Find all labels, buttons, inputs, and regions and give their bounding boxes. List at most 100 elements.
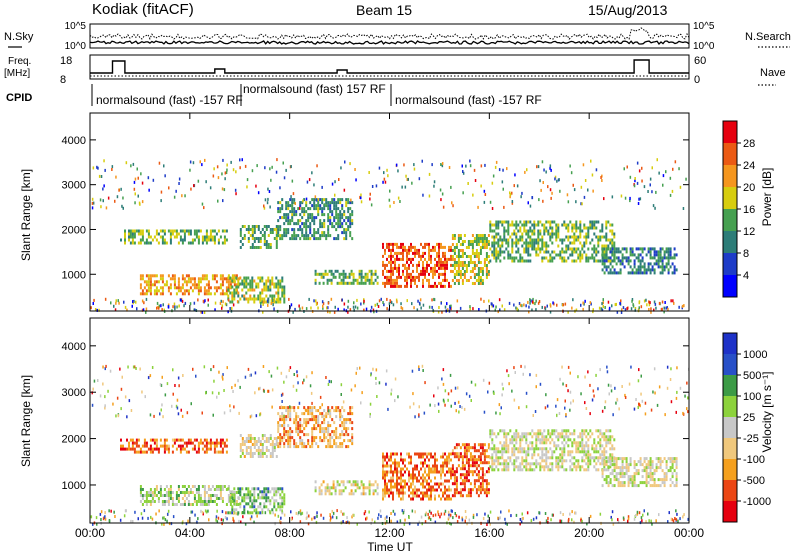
power-colorbar-swatch-3 <box>723 231 737 253</box>
noise-sky-trace <box>89 40 690 46</box>
velocity-region-9 <box>489 429 616 472</box>
freq-tick-top: 18 <box>60 55 72 67</box>
velocity-ytick-4: 4000 <box>62 341 86 353</box>
cpid-segment-2: normalsound (fast) 157 RF <box>243 82 386 96</box>
power-ytick-1: 1000 <box>62 269 86 281</box>
velocity-colorbar-swatch-5 <box>723 417 737 438</box>
velocity-colorbar-tick-1: 1000 <box>743 349 767 361</box>
noise-left-tick-bottom: 10^0 <box>65 41 87 52</box>
power-ytick-2: 2000 <box>62 224 86 236</box>
nave-label: Nave <box>760 67 786 79</box>
freq-label-2: [MHz] <box>4 68 30 79</box>
power-colorbar-swatch-1 <box>723 275 737 297</box>
velocity-colorbar-label: Velocity [m s⁻¹] <box>760 371 774 452</box>
velocity-ytick-2: 2000 <box>62 434 86 446</box>
velocity-ytick-3: 3000 <box>62 387 86 399</box>
noise-left-tick-top: 10^5 <box>65 21 87 32</box>
x-tick-3: 08:00 <box>275 526 305 540</box>
power-colorbar-label: Power [dB] <box>760 168 774 227</box>
velocity-colorbar-tick-8: -1000 <box>743 496 771 508</box>
x-tick-6: 20:00 <box>574 526 604 540</box>
velocity-colorbar-tick-2: 500 <box>743 370 761 382</box>
freq-label-1: Freq. <box>8 56 31 67</box>
velocity-region-8 <box>451 443 490 498</box>
velocity-region-1 <box>120 438 228 454</box>
velocity-colorbar-tick-4: 25 <box>743 412 755 424</box>
velocity-scatter <box>90 364 690 526</box>
power-ylabel: Slant Range [km] <box>19 169 33 261</box>
cpid-label: CPID <box>6 92 32 104</box>
power-colorbar-swatch-4 <box>723 209 737 231</box>
velocity-ytick-1: 1000 <box>62 480 86 492</box>
power-region-6 <box>314 269 379 285</box>
power-region-4 <box>139 274 240 296</box>
station-title: Kodiak (fitACF) <box>92 1 194 18</box>
velocity-colorbar-swatch-4 <box>723 438 737 459</box>
power-colorbar-tick-3: 20 <box>743 182 755 194</box>
velocity-colorbar-tick-3: 100 <box>743 391 761 403</box>
frequency-trace <box>90 59 689 74</box>
velocity-colorbar-swatch-1 <box>723 501 737 522</box>
velocity-region-2 <box>239 434 278 458</box>
velocity-colorbar-swatch-7 <box>723 375 737 396</box>
freq-tick-bottom: 8 <box>60 74 66 86</box>
power-ytick-4: 4000 <box>62 135 86 147</box>
cpid-panel: CPID normalsound (fast) -157 RF normalso… <box>6 82 542 107</box>
power-region-9 <box>489 220 616 263</box>
power-colorbar-tick-4: 16 <box>743 204 755 216</box>
velocity-ylabel: Slant Range [km] <box>19 375 33 467</box>
velocity-colorbar-swatch-2 <box>723 480 737 501</box>
velocity-colorbar-swatch-8 <box>723 354 737 375</box>
x-axis-label: Time UT <box>367 540 413 554</box>
velocity-colorbar-tick-7: -500 <box>743 475 765 487</box>
power-colorbar-tick-5: 12 <box>743 226 755 238</box>
velocity-region-10 <box>601 457 678 488</box>
velocity-region-5 <box>227 487 286 515</box>
nave-tick-bottom: 0 <box>694 74 700 86</box>
nave-tick-top: 60 <box>694 55 706 67</box>
power-colorbar-tick-6: 8 <box>743 248 749 260</box>
velocity-colorbar-tick-5: -25 <box>743 433 759 445</box>
cpid-segment-1: normalsound (fast) -157 RF <box>96 93 243 107</box>
noise-left-label: N.Sky <box>4 31 34 43</box>
power-colorbar-tick-1: 28 <box>743 138 755 150</box>
noise-right-label: N.Search <box>745 31 791 43</box>
power-colorbar-swatch-7 <box>723 143 737 165</box>
x-tick-7: 00:00 <box>674 526 704 540</box>
velocity-colorbar-swatch-3 <box>723 459 737 480</box>
velocity-region-6 <box>314 480 379 496</box>
date-title: 15/Aug/2013 <box>588 2 668 18</box>
power-panel: 1000 2000 3000 4000 Slant Range [km] 28 24 20… <box>19 112 774 314</box>
velocity-panel: 1000 2000 3000 4000 Slant Range [km] 1000 50… <box>19 317 774 526</box>
x-tick-5: 16:00 <box>474 526 504 540</box>
power-colorbar-swatch-8 <box>723 121 737 143</box>
power-region-3 <box>277 198 354 241</box>
velocity-colorbar-tick-6: -100 <box>743 454 765 466</box>
beam-title: Beam 15 <box>356 2 412 18</box>
noise-right-tick-bottom: 10^0 <box>693 41 715 52</box>
cpid-segment-3: normalsound (fast) -157 RF <box>395 93 542 107</box>
power-ytick-3: 3000 <box>62 180 86 192</box>
noise-right-tick-top: 10^5 <box>693 21 715 32</box>
velocity-colorbar-swatch-6 <box>723 396 737 417</box>
power-colorbar-tick-2: 24 <box>743 160 755 172</box>
noise-panel: N.Sky 10^5 10^0 10^5 10^0 N.Search <box>4 21 791 52</box>
power-region-1 <box>120 229 228 245</box>
velocity-colorbar-swatch-9 <box>723 333 737 354</box>
power-region-2 <box>239 225 278 249</box>
power-colorbar-swatch-2 <box>723 253 737 275</box>
power-colorbar-tick-7: 4 <box>743 270 749 282</box>
power-colorbar-swatch-5 <box>723 187 737 209</box>
power-region-5 <box>227 276 286 304</box>
power-region-8 <box>451 234 490 285</box>
time-axis: 00:00 04:00 08:00 12:00 16:00 20:00 00:00 <box>75 113 704 540</box>
x-tick-2: 04:00 <box>175 526 205 540</box>
x-tick-1: 00:00 <box>75 526 105 540</box>
noise-search-trace <box>89 27 690 41</box>
power-region-10 <box>601 247 678 275</box>
power-colorbar-swatch-6 <box>723 165 737 187</box>
power-region-7 <box>382 242 452 288</box>
velocity-region-4 <box>139 485 240 506</box>
x-tick-4: 12:00 <box>374 526 404 540</box>
